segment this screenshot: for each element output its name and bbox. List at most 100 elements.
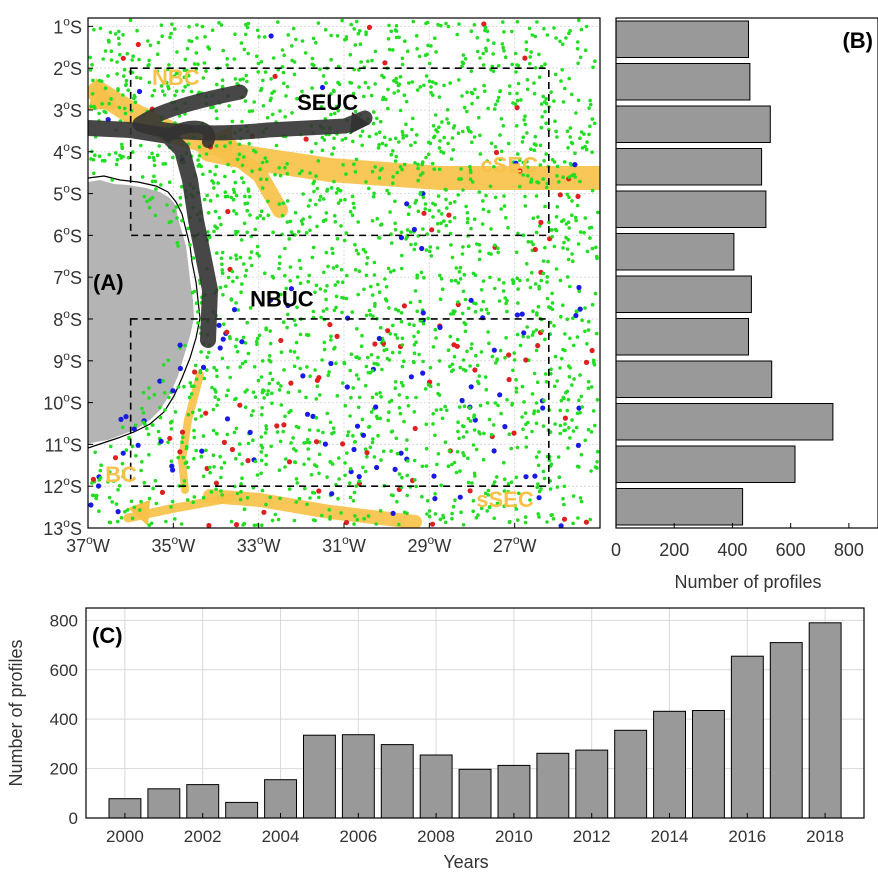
panel-c-bar-2002 xyxy=(186,784,220,819)
profile-point xyxy=(465,211,470,215)
profile-point xyxy=(97,154,102,158)
profile-point xyxy=(376,146,381,150)
profile-point xyxy=(216,181,220,185)
profile-point xyxy=(312,179,317,184)
profile-point xyxy=(285,171,290,176)
profile-point xyxy=(348,210,353,214)
profile-point xyxy=(544,121,548,126)
profile-point xyxy=(172,209,176,213)
profile-point xyxy=(449,312,453,316)
profile-point xyxy=(241,335,246,340)
profile-point xyxy=(363,447,368,452)
profile-point xyxy=(497,277,501,282)
profile-point xyxy=(241,77,245,81)
profile-point xyxy=(499,411,503,416)
profile-point xyxy=(264,502,268,507)
profile-point xyxy=(481,299,486,304)
map-x-tick-label: 37oW xyxy=(66,533,110,556)
profile-point xyxy=(340,18,344,23)
profile-point xyxy=(147,453,151,457)
profile-point xyxy=(370,395,375,400)
profile-point xyxy=(576,242,581,246)
profile-point xyxy=(332,136,336,141)
profile-point xyxy=(520,140,525,144)
profile-point xyxy=(576,98,581,103)
profile-point xyxy=(111,479,116,483)
profile-point xyxy=(425,512,429,516)
profile-point xyxy=(241,523,245,527)
profile-point xyxy=(444,223,449,228)
profile-point xyxy=(423,387,428,391)
profile-point xyxy=(225,63,229,67)
map-y-tick-label-value: 5 xyxy=(53,185,63,205)
profile-point xyxy=(589,102,593,107)
profile-point xyxy=(381,339,385,343)
profile-point xyxy=(135,28,139,33)
profile-point xyxy=(196,310,200,314)
profile-point xyxy=(536,409,540,414)
profile-point xyxy=(277,202,282,206)
profile-point xyxy=(108,520,113,525)
profile-point xyxy=(326,373,331,378)
profile-point xyxy=(297,258,302,263)
profile-point xyxy=(147,155,152,160)
profile-point xyxy=(391,149,395,153)
profile-point xyxy=(204,152,209,156)
profile-point xyxy=(332,347,336,351)
panel-c-x-tick-label: 2018 xyxy=(806,827,844,846)
profile-point xyxy=(217,345,223,351)
profile-point xyxy=(532,473,538,479)
profile-point xyxy=(435,462,439,467)
profile-point xyxy=(555,135,559,139)
profile-point xyxy=(543,109,547,114)
profile-point xyxy=(123,414,129,420)
profile-point xyxy=(576,284,582,291)
profile-point xyxy=(421,359,425,364)
profile-point xyxy=(234,301,238,305)
profile-point xyxy=(433,327,438,332)
profile-point xyxy=(587,106,591,110)
profile-point xyxy=(500,42,505,46)
profile-point xyxy=(367,308,372,313)
profile-point xyxy=(475,36,480,40)
profile-point xyxy=(461,523,466,527)
profile-point xyxy=(306,204,311,208)
profile-point xyxy=(436,382,441,387)
profile-point xyxy=(431,412,436,416)
profile-point xyxy=(320,358,324,362)
profile-point xyxy=(515,445,520,450)
profile-point xyxy=(530,33,535,37)
profile-point xyxy=(100,102,104,106)
profile-point xyxy=(521,334,525,339)
profile-point xyxy=(351,91,356,96)
profile-point xyxy=(460,60,465,64)
profile-point xyxy=(254,339,259,344)
panel-c-y-tick-label: 200 xyxy=(50,760,78,779)
profile-point xyxy=(321,219,326,224)
profile-point xyxy=(496,246,500,251)
profile-point xyxy=(416,88,420,92)
profile-point xyxy=(341,381,345,385)
profile-point xyxy=(495,357,500,362)
profile-point xyxy=(184,446,189,451)
profile-point xyxy=(237,452,242,457)
panel-c-y-tick-label: 600 xyxy=(50,661,78,680)
profile-point xyxy=(120,55,126,61)
profile-point xyxy=(286,33,291,37)
panel-c-bar-2011 xyxy=(536,752,570,819)
profile-point xyxy=(425,52,429,57)
profile-point xyxy=(187,395,192,400)
profile-point xyxy=(564,222,569,226)
profile-point xyxy=(584,147,589,152)
profile-point xyxy=(308,171,312,175)
profile-point xyxy=(263,271,267,276)
profile-point xyxy=(304,411,311,417)
profile-point xyxy=(239,339,245,345)
profile-point xyxy=(330,152,334,156)
profile-point xyxy=(486,330,490,334)
profile-point xyxy=(259,88,263,93)
profile-point xyxy=(548,487,553,491)
profile-point xyxy=(116,87,120,91)
profile-point xyxy=(519,98,523,102)
profile-point xyxy=(461,367,466,372)
